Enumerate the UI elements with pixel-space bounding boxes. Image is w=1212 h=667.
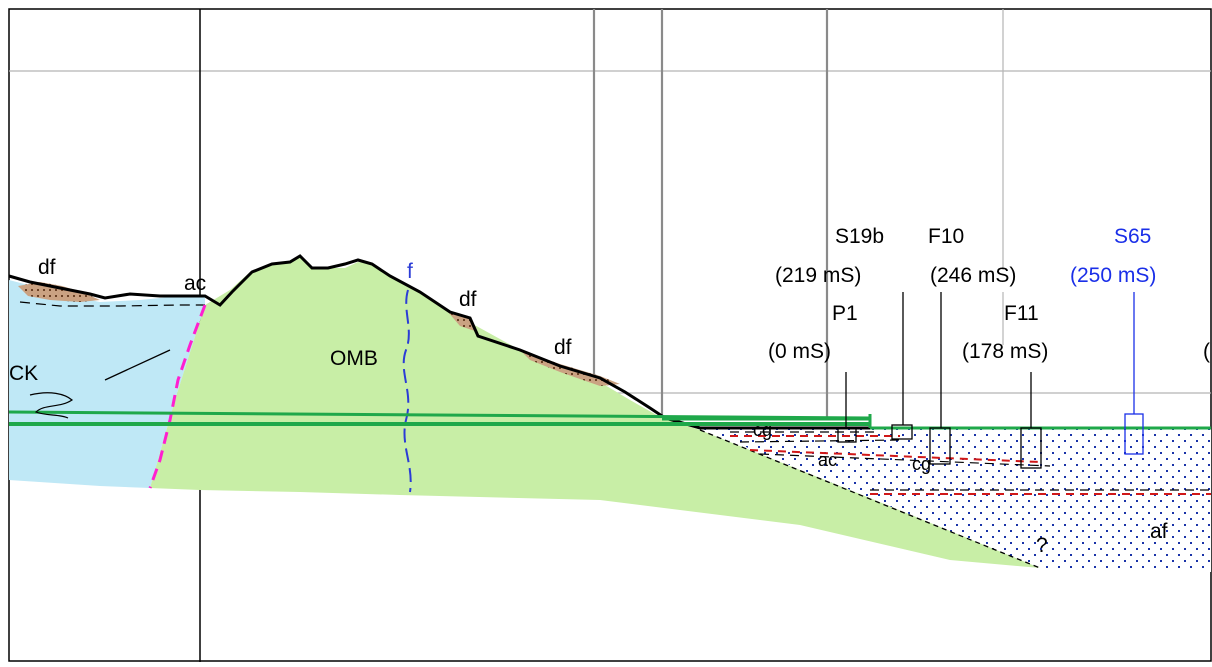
label-ac-top: ac: [184, 272, 206, 295]
borehole-p1-value: (0 mS): [768, 340, 831, 363]
fault-contact-pink: [148, 304, 207, 489]
borehole-f11-name: F11: [1004, 302, 1039, 325]
borehole-s19b-name: S19b: [835, 225, 884, 248]
f11-box: [1020, 427, 1042, 469]
df-deposit-mid: [448, 312, 478, 332]
s65-box: [1124, 413, 1144, 455]
label-ac-lower: ac: [818, 450, 837, 470]
label-fault-f: f: [407, 260, 413, 283]
ground-surface: [8, 254, 1211, 430]
water-table: [8, 410, 1211, 430]
alluvium-fill: [700, 428, 1211, 572]
label-df-right: df: [554, 336, 572, 359]
label-df-mid: df: [459, 288, 477, 311]
borehole-s65-value: (250 mS): [1070, 264, 1156, 287]
borehole-s65-name: S65: [1114, 225, 1151, 248]
fault-f: [402, 289, 412, 493]
bedrock-omb: [150, 257, 1040, 568]
label-cg-lower: cg: [912, 454, 931, 474]
conglomerate-lenses: [730, 435, 1211, 495]
borehole-s19b-value: (219 mS): [775, 264, 861, 287]
borehole-markers: [837, 292, 1042, 469]
label-df-left: df: [38, 256, 56, 279]
ck-tick-line: [104, 349, 171, 381]
p1-box: [837, 427, 857, 443]
water-boundary: [19, 301, 205, 307]
contact-dashes: [730, 431, 1211, 491]
borehole-p1-name: P1: [832, 302, 858, 325]
label-af: af: [1150, 520, 1168, 543]
df-deposit-left: [18, 282, 100, 302]
label-cg-upper: cg: [753, 420, 772, 440]
water-body: [9, 280, 205, 488]
label-ck: CK: [9, 362, 38, 385]
borehole-f10-value: (246 mS): [930, 264, 1016, 287]
borehole-edge-value: (: [1203, 340, 1210, 363]
borehole-f10-name: F10: [928, 225, 964, 248]
ck-symbol: [29, 392, 73, 419]
label-omb: OMB: [330, 347, 378, 370]
bedrock-contact-dashed: [699, 429, 1041, 569]
f10-box: [929, 427, 951, 465]
label-question: ?: [1036, 534, 1048, 557]
s19b-box: [891, 424, 913, 440]
borehole-f11-value: (178 mS): [962, 340, 1048, 363]
